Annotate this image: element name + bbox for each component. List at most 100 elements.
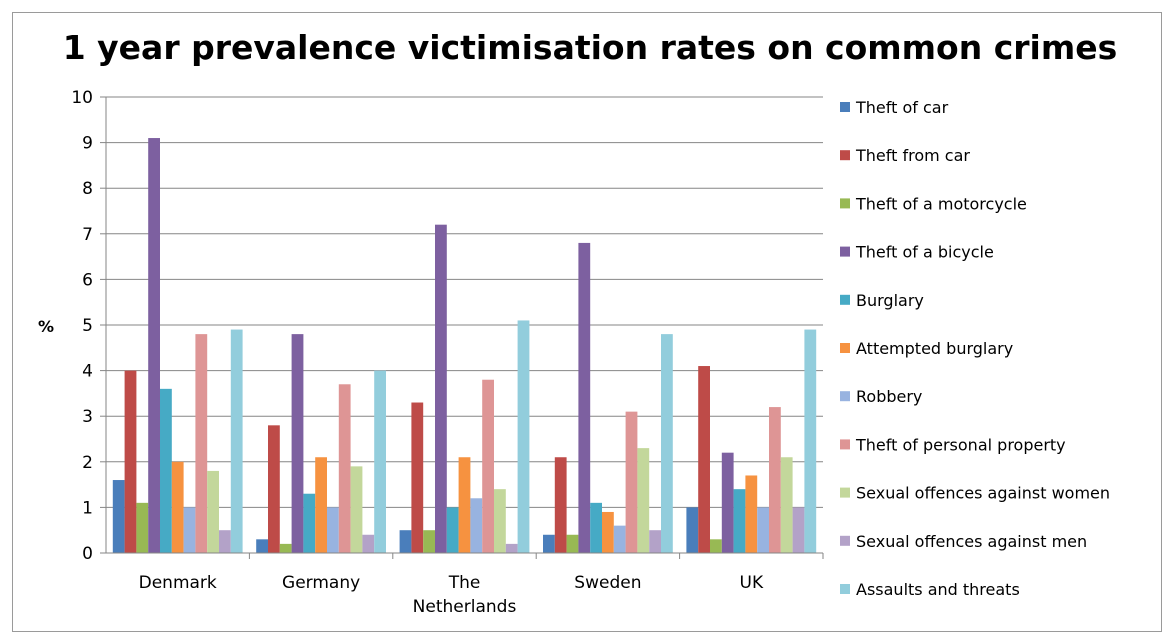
- bar: [136, 502, 149, 553]
- bar: [195, 334, 208, 553]
- y-tick-label: 4: [82, 362, 93, 382]
- bar: [780, 457, 793, 553]
- bar: [554, 457, 567, 553]
- bar: [637, 448, 650, 553]
- bar: [207, 470, 219, 553]
- bars: [112, 138, 817, 554]
- bar: [804, 329, 817, 553]
- bar: [446, 507, 459, 553]
- bar: [435, 224, 447, 553]
- bar: [517, 320, 530, 553]
- bar: [566, 534, 579, 553]
- bar: [411, 402, 424, 553]
- legend-swatch: [840, 391, 850, 402]
- y-tick-label: 8: [82, 179, 93, 199]
- bar: [792, 507, 805, 553]
- y-tick-label: 2: [82, 453, 93, 473]
- legend-label: Theft of car: [855, 98, 949, 117]
- bar: [279, 543, 292, 553]
- legend-label: Assaults and threats: [856, 580, 1020, 599]
- y-tick-labels: 0 1 2 3 4 5 6 7 8 9 10: [71, 88, 93, 564]
- y-tick-label: 1: [82, 498, 93, 518]
- bar: [698, 366, 710, 553]
- bar: [303, 493, 316, 553]
- legend-label: Theft from car: [855, 146, 970, 165]
- bar: [543, 534, 555, 553]
- legend-label: Burglary: [856, 291, 924, 310]
- bar: [757, 507, 769, 553]
- bar: [769, 407, 781, 553]
- legend-swatch: [840, 198, 850, 209]
- bar: [458, 457, 471, 553]
- x-category-label: UK: [740, 573, 764, 593]
- legend-swatch: [840, 294, 850, 305]
- bar: [733, 489, 746, 553]
- bar: [112, 480, 125, 553]
- x-category-label: Netherlands: [413, 597, 517, 617]
- legend-swatch: [840, 343, 850, 353]
- legend-label: Attempted burglary: [856, 339, 1013, 358]
- legend-label: Theft of a motorcycle: [855, 194, 1027, 213]
- legend-swatch: [840, 246, 850, 257]
- bar: [148, 138, 160, 554]
- bar: [183, 507, 196, 553]
- bar: [219, 530, 231, 553]
- bar: [602, 511, 614, 553]
- bar: [721, 452, 734, 553]
- bar: [338, 384, 351, 553]
- legend-label: Theft of personal property: [855, 435, 1066, 454]
- axes: [105, 97, 824, 559]
- bar: [124, 370, 137, 553]
- y-tick-label: 0: [82, 544, 93, 564]
- y-tick-label: 3: [82, 407, 93, 427]
- bar: [625, 411, 638, 553]
- y-tick-label: 5: [82, 316, 93, 336]
- bar: [423, 530, 435, 553]
- bar: [470, 498, 483, 553]
- bar: [649, 530, 661, 553]
- bar: [256, 539, 268, 553]
- bar: [661, 334, 673, 553]
- bar: [268, 425, 280, 553]
- bar: [350, 466, 363, 553]
- bar: [171, 461, 184, 553]
- bar: [291, 334, 304, 553]
- bar: [494, 489, 506, 553]
- x-category-label: The: [448, 573, 481, 593]
- y-tick-label: 10: [71, 88, 93, 108]
- x-category-label: Sweden: [574, 573, 641, 593]
- bar: [160, 388, 172, 553]
- x-category-label: Germany: [282, 573, 360, 593]
- bar: [710, 539, 722, 553]
- x-category-label: Denmark: [139, 573, 217, 593]
- legend-swatch: [840, 102, 850, 112]
- bar: [482, 379, 494, 553]
- legend-swatch: [840, 535, 850, 546]
- bar: [230, 329, 243, 553]
- legend-label: Sexual offences against men: [856, 532, 1087, 551]
- bar: [686, 507, 699, 553]
- bar: [399, 530, 412, 553]
- bar: [315, 457, 327, 553]
- bar: [613, 525, 626, 553]
- bar: [374, 370, 386, 553]
- legend-swatch: [840, 487, 850, 498]
- legend-swatch: [840, 439, 850, 450]
- y-axis-label: %: [38, 317, 54, 336]
- bar: [362, 534, 375, 553]
- chart-title: 1 year prevalence victimisation rates on…: [62, 28, 1118, 67]
- y-tick-label: 9: [82, 134, 93, 154]
- x-category-labels: Denmark Germany The Netherlands Sweden UK: [139, 573, 764, 617]
- y-tick-label: 7: [82, 225, 93, 245]
- legend-label: Theft of a bicycle: [855, 243, 994, 262]
- legend-swatch: [840, 150, 850, 161]
- legend-label: Robbery: [856, 387, 922, 406]
- legend-swatch: [840, 584, 850, 594]
- bar: [505, 543, 518, 553]
- y-tick-label: 6: [82, 270, 93, 290]
- legend: Theft of car Theft from car Theft of a mot…: [840, 98, 1110, 599]
- bar: [578, 242, 591, 554]
- bar: [327, 507, 339, 553]
- legend-label: Sexual offences against women: [856, 484, 1110, 503]
